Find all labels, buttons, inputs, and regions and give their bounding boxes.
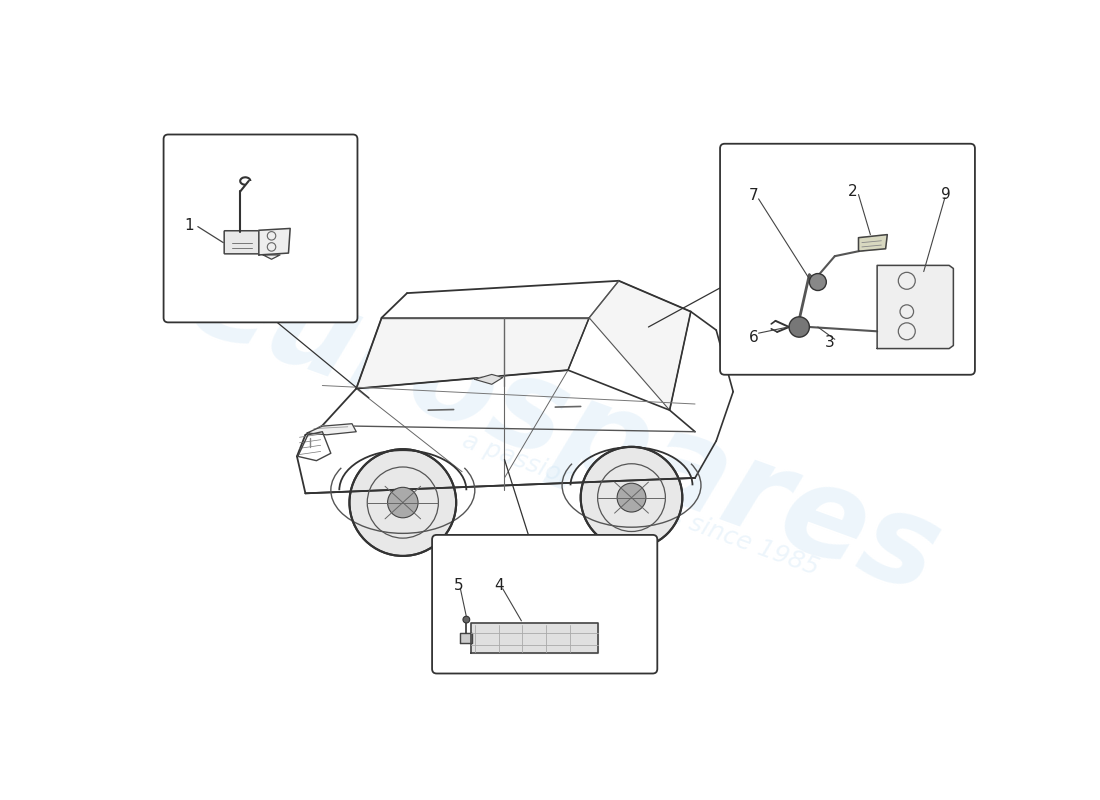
Polygon shape [475,374,503,384]
Circle shape [387,487,418,518]
Circle shape [463,616,470,623]
Polygon shape [258,229,290,255]
Polygon shape [356,318,590,389]
Polygon shape [307,424,356,435]
Circle shape [350,449,456,556]
FancyBboxPatch shape [224,230,260,254]
Polygon shape [590,281,691,410]
Text: 2: 2 [847,184,857,199]
FancyBboxPatch shape [720,144,975,374]
Circle shape [617,483,646,512]
Text: 1: 1 [185,218,194,233]
Text: 7: 7 [748,188,758,203]
Circle shape [581,447,682,549]
Polygon shape [877,266,954,349]
Text: 4: 4 [494,578,504,594]
Text: 3: 3 [825,335,835,350]
Text: a passion for parts since 1985: a passion for parts since 1985 [459,428,823,580]
Text: 9: 9 [940,187,950,202]
Circle shape [789,317,810,337]
Text: eurospares: eurospares [172,235,956,619]
Polygon shape [858,234,888,251]
FancyBboxPatch shape [164,134,358,322]
Circle shape [810,274,826,290]
Text: 5: 5 [453,578,463,594]
Polygon shape [471,622,597,654]
FancyBboxPatch shape [432,535,658,674]
Polygon shape [461,633,472,643]
Text: 6: 6 [748,330,758,345]
Polygon shape [263,255,280,259]
